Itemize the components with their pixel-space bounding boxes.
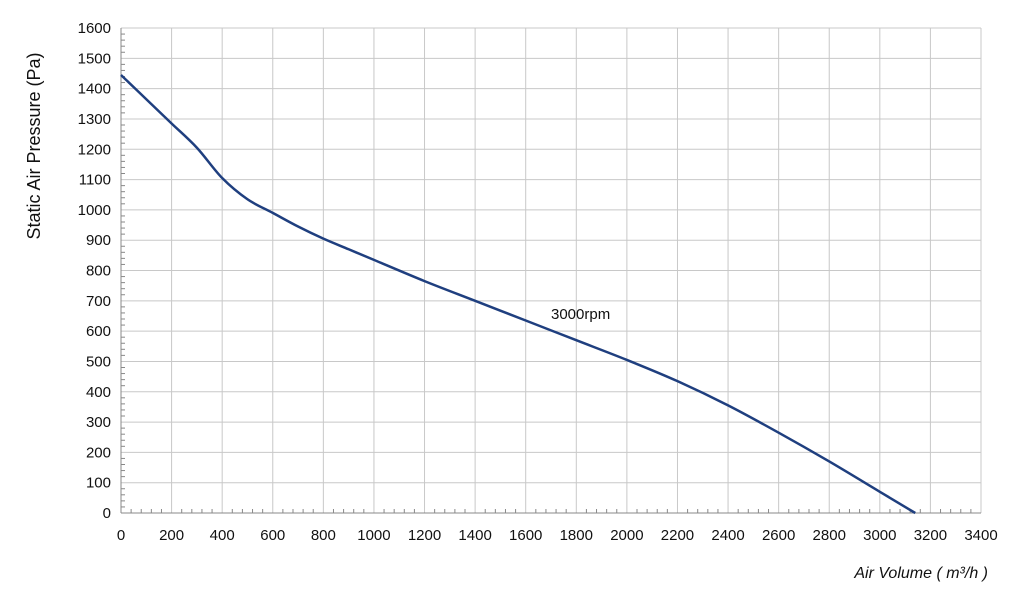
x-tick-label: 3000 bbox=[863, 527, 896, 544]
x-tick-label: 1800 bbox=[560, 527, 593, 544]
y-tick-label: 600 bbox=[86, 323, 111, 340]
y-tick-label: 1300 bbox=[78, 111, 111, 128]
x-tick-label: 2000 bbox=[610, 527, 643, 544]
x-tick-label: 2800 bbox=[813, 527, 846, 544]
y-tick-label: 1400 bbox=[78, 81, 111, 98]
y-tick-label: 1100 bbox=[79, 172, 111, 189]
x-tick-label: 3200 bbox=[914, 527, 947, 544]
axes bbox=[120, 28, 981, 514]
x-tick-label: 600 bbox=[260, 527, 285, 544]
x-axis-title: Air Volume ( m³/h ) bbox=[853, 565, 988, 582]
x-tick-label: 1200 bbox=[408, 527, 441, 544]
y-tick-label: 500 bbox=[86, 353, 111, 370]
x-tick-labels: 0 200 400 600 800 1000 1200 1400 1600 1800 2000 220… bbox=[117, 527, 998, 544]
x-tick-label: 2200 bbox=[661, 527, 694, 544]
x-tick-label: 800 bbox=[311, 527, 336, 544]
y-tick-label: 100 bbox=[86, 475, 111, 492]
y-tick-label: 400 bbox=[86, 384, 111, 401]
x-tick-label: 3400 bbox=[964, 527, 997, 544]
y-tick-label: 1200 bbox=[78, 141, 111, 158]
y-tick-label: 800 bbox=[86, 263, 111, 280]
grid-lines bbox=[120, 27, 982, 514]
y-tick-label: 900 bbox=[86, 232, 111, 249]
y-tick-label: 200 bbox=[86, 444, 111, 461]
y-tick-label: 1500 bbox=[78, 50, 111, 67]
x-tick-label: 1600 bbox=[509, 527, 542, 544]
minor-ticks bbox=[121, 33, 972, 513]
y-tick-label: 0 bbox=[103, 505, 111, 522]
y-tick-label: 700 bbox=[86, 293, 111, 310]
y-tick-label: 1000 bbox=[78, 202, 111, 219]
series-line-3000rpm bbox=[120, 74, 916, 515]
x-tick-label: 1400 bbox=[458, 527, 491, 544]
y-axis-title: Static Air Pressure (Pa) bbox=[24, 52, 44, 239]
y-tick-label: 1600 bbox=[78, 20, 111, 37]
series-lines bbox=[120, 74, 916, 515]
x-tick-label: 1000 bbox=[357, 527, 390, 544]
x-tick-label: 2400 bbox=[711, 527, 744, 544]
x-tick-label: 2600 bbox=[762, 527, 795, 544]
annotations: 3000rpm bbox=[551, 306, 610, 323]
x-tick-label: 200 bbox=[159, 527, 184, 544]
y-tick-labels: 0 100 200 300 400 500 600 700 800 900 1000 1100 1200… bbox=[78, 20, 111, 522]
x-tick-label: 0 bbox=[117, 527, 125, 544]
series-annotation: 3000rpm bbox=[551, 306, 610, 323]
y-tick-label: 300 bbox=[86, 414, 111, 431]
x-tick-label: 400 bbox=[210, 527, 235, 544]
